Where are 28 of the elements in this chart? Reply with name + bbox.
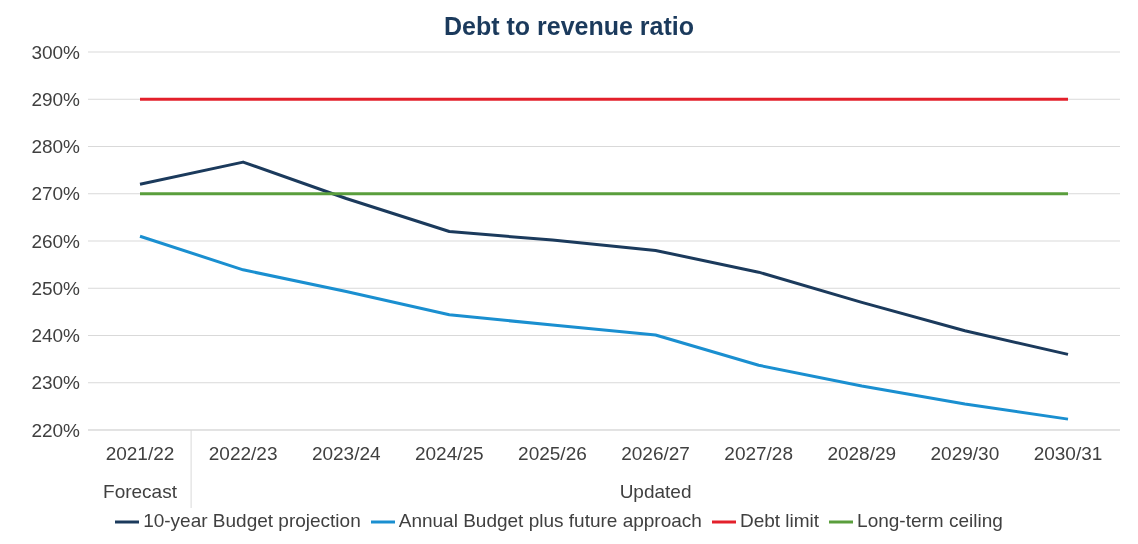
x-tick-label: 2021/22 bbox=[105, 443, 175, 464]
y-tick-label: 240% bbox=[31, 325, 81, 347]
x-tick-label: 2028/29 bbox=[827, 443, 897, 464]
line-series bbox=[138, 234, 1070, 421]
x-tick-label: 2030/31 bbox=[1033, 443, 1103, 464]
x-tick-label: 2026/27 bbox=[621, 443, 690, 464]
y-tick-label: 280% bbox=[31, 136, 81, 158]
x-tick-label: 2024/25 bbox=[414, 443, 484, 464]
x-tick-label: 2029/30 bbox=[930, 443, 1000, 464]
y-tick-label: 300% bbox=[31, 41, 81, 63]
x-tick-label: 2023/24 bbox=[311, 443, 381, 464]
y-tick-label: 230% bbox=[31, 372, 81, 394]
y-tick-label: 250% bbox=[31, 277, 81, 299]
y-tick-label: 270% bbox=[31, 183, 81, 205]
x-tick-label: 2022/23 bbox=[208, 443, 278, 464]
y-tick-label: 220% bbox=[31, 419, 81, 441]
x-tick-label: 2025/26 bbox=[518, 443, 587, 464]
line-series bbox=[138, 160, 1070, 356]
chart-title: Debt to revenue ratio bbox=[443, 12, 695, 40]
y-tick-label: 290% bbox=[31, 88, 81, 110]
legend-label: 10-year Budget projection bbox=[143, 510, 361, 532]
legend-label: Debt limit bbox=[739, 510, 820, 532]
text: Forecast bbox=[103, 481, 178, 502]
legend-label: Annual Budget plus future approach bbox=[398, 510, 702, 532]
text: Updated bbox=[619, 481, 692, 502]
x-tick-label: 2027/28 bbox=[724, 443, 794, 464]
y-tick-label: 260% bbox=[31, 230, 81, 252]
legend-label: Long-term ceiling bbox=[857, 510, 1003, 532]
